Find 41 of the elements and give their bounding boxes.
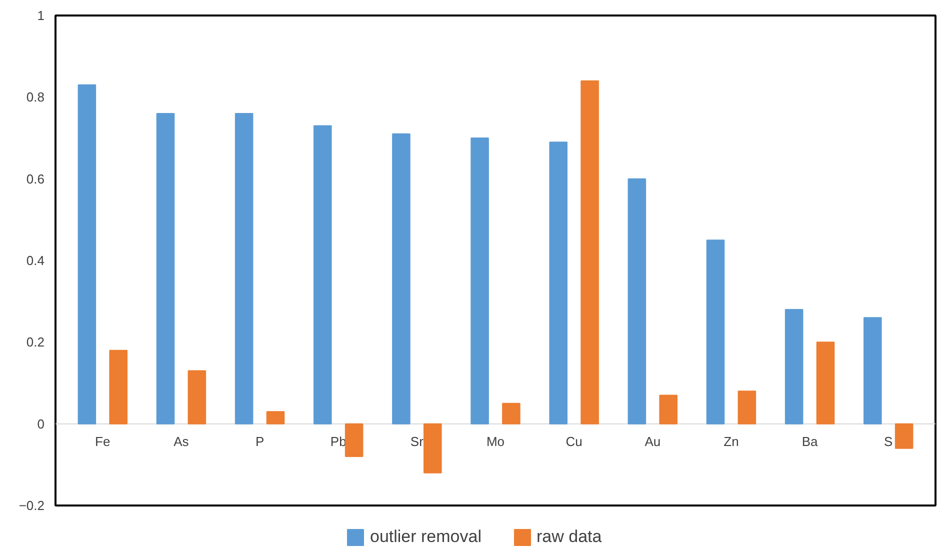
y-tick-label: 0.4 [26, 253, 45, 268]
bar [314, 125, 332, 424]
x-tick-label: S [884, 434, 894, 449]
x-tick-label: Sr [410, 434, 424, 449]
x-tick-label: Fe [95, 434, 110, 449]
legend-label: outlier removal [370, 527, 482, 547]
bar [392, 133, 410, 424]
bar [580, 80, 599, 424]
bar [109, 350, 128, 424]
bar [628, 178, 646, 424]
y-tick-label: 0.6 [26, 171, 45, 186]
bar [864, 317, 882, 424]
bar [738, 390, 756, 424]
x-tick-label: Ba [802, 434, 819, 449]
bar [894, 423, 914, 449]
x-tick-label: P [255, 434, 264, 449]
x-tick-label: Au [644, 434, 661, 449]
y-tick-label: 0.2 [26, 334, 45, 350]
bar [706, 240, 725, 424]
bar [234, 113, 254, 424]
x-tick-label: As [174, 434, 190, 449]
bar [266, 411, 285, 424]
bar [784, 309, 804, 424]
bar [549, 142, 568, 424]
x-tick-label: Zn [724, 434, 739, 449]
y-tick-label: 0 [37, 416, 45, 432]
bar [344, 423, 364, 457]
y-tick-label: 0.8 [26, 90, 45, 105]
bar [78, 84, 96, 424]
x-tick-label: Mo [486, 434, 505, 449]
x-tick-label: Cu [566, 434, 582, 449]
bar [156, 113, 175, 424]
bar [188, 370, 206, 424]
bar [816, 342, 835, 424]
y-tick-label: −0.2 [18, 498, 45, 513]
bar [424, 423, 442, 474]
bar [502, 402, 520, 424]
y-tick-label: 1 [37, 8, 45, 23]
legend-label: raw data [536, 527, 602, 547]
bar [470, 138, 489, 424]
bar [659, 394, 678, 424]
